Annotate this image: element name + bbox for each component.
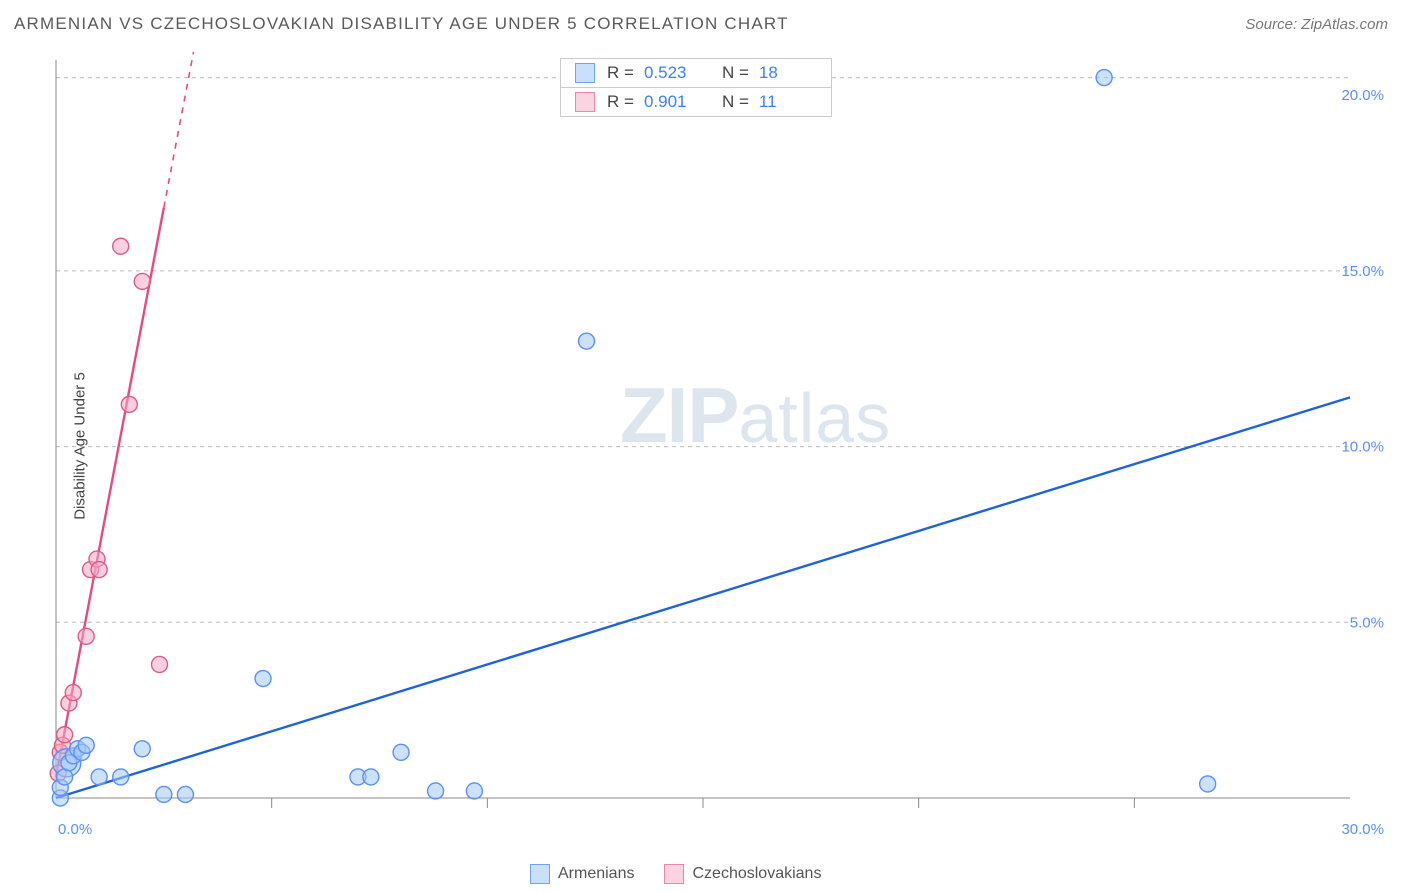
source-attribution: Source: ZipAtlas.com (1245, 16, 1388, 33)
point-armenians (393, 744, 409, 760)
y-tick-label: 15.0% (1341, 263, 1384, 280)
n-value: 18 (759, 63, 817, 83)
trend-line-czech-dashed (164, 52, 194, 208)
point-armenians (1200, 776, 1216, 792)
n-label: N = (722, 63, 749, 83)
r-value: 0.901 (644, 92, 702, 112)
trend-line-armenians (56, 397, 1350, 798)
source-prefix: Source: (1245, 16, 1301, 33)
legend-swatch (575, 92, 595, 112)
stats-legend: R = 0.523 N = 18 R = 0.901 N = 11 (560, 58, 832, 117)
legend-swatch (530, 864, 550, 884)
series-legend-label: Czechoslovakians (692, 865, 821, 883)
series-legend-item: Armenians (530, 864, 634, 884)
series-legend: Armenians Czechoslovakians (530, 864, 821, 884)
y-tick-label: 20.0% (1341, 87, 1384, 104)
point-czech (78, 628, 94, 644)
point-czech (121, 396, 137, 412)
series-legend-label: Armenians (558, 865, 634, 883)
point-czech (152, 656, 168, 672)
stats-legend-row: R = 0.523 N = 18 (561, 59, 831, 87)
point-armenians (91, 769, 107, 785)
point-armenians (113, 769, 129, 785)
point-czech (91, 562, 107, 578)
r-label: R = (607, 63, 634, 83)
source-name: ZipAtlas.com (1301, 16, 1388, 33)
point-armenians (428, 783, 444, 799)
point-armenians (579, 333, 595, 349)
point-czech (113, 238, 129, 254)
point-armenians (134, 741, 150, 757)
stats-legend-row: R = 0.901 N = 11 (561, 87, 831, 116)
r-value: 0.523 (644, 63, 702, 83)
x-tick-label: 30.0% (1341, 821, 1384, 838)
point-armenians (466, 783, 482, 799)
legend-swatch (664, 864, 684, 884)
point-armenians (255, 671, 271, 687)
point-armenians (1096, 70, 1112, 86)
y-tick-label: 5.0% (1350, 614, 1384, 631)
r-label: R = (607, 92, 634, 112)
n-label: N = (722, 92, 749, 112)
point-czech (134, 273, 150, 289)
chart-area: 5.0% 10.0% 15.0% 20.0% 0.0% 30.0% (48, 52, 1388, 840)
point-armenians (177, 786, 193, 802)
point-czech (65, 685, 81, 701)
n-value: 11 (759, 92, 817, 112)
page-title: ARMENIAN VS CZECHOSLOVAKIAN DISABILITY A… (14, 14, 789, 34)
y-tick-label: 10.0% (1341, 439, 1384, 456)
point-armenians (156, 786, 172, 802)
x-tick-label: 0.0% (58, 821, 92, 838)
series-legend-item: Czechoslovakians (664, 864, 821, 884)
legend-swatch (575, 63, 595, 83)
scatter-chart: 5.0% 10.0% 15.0% 20.0% 0.0% 30.0% (48, 52, 1388, 840)
point-armenians (78, 737, 94, 753)
point-czech (57, 727, 73, 743)
point-armenians (363, 769, 379, 785)
